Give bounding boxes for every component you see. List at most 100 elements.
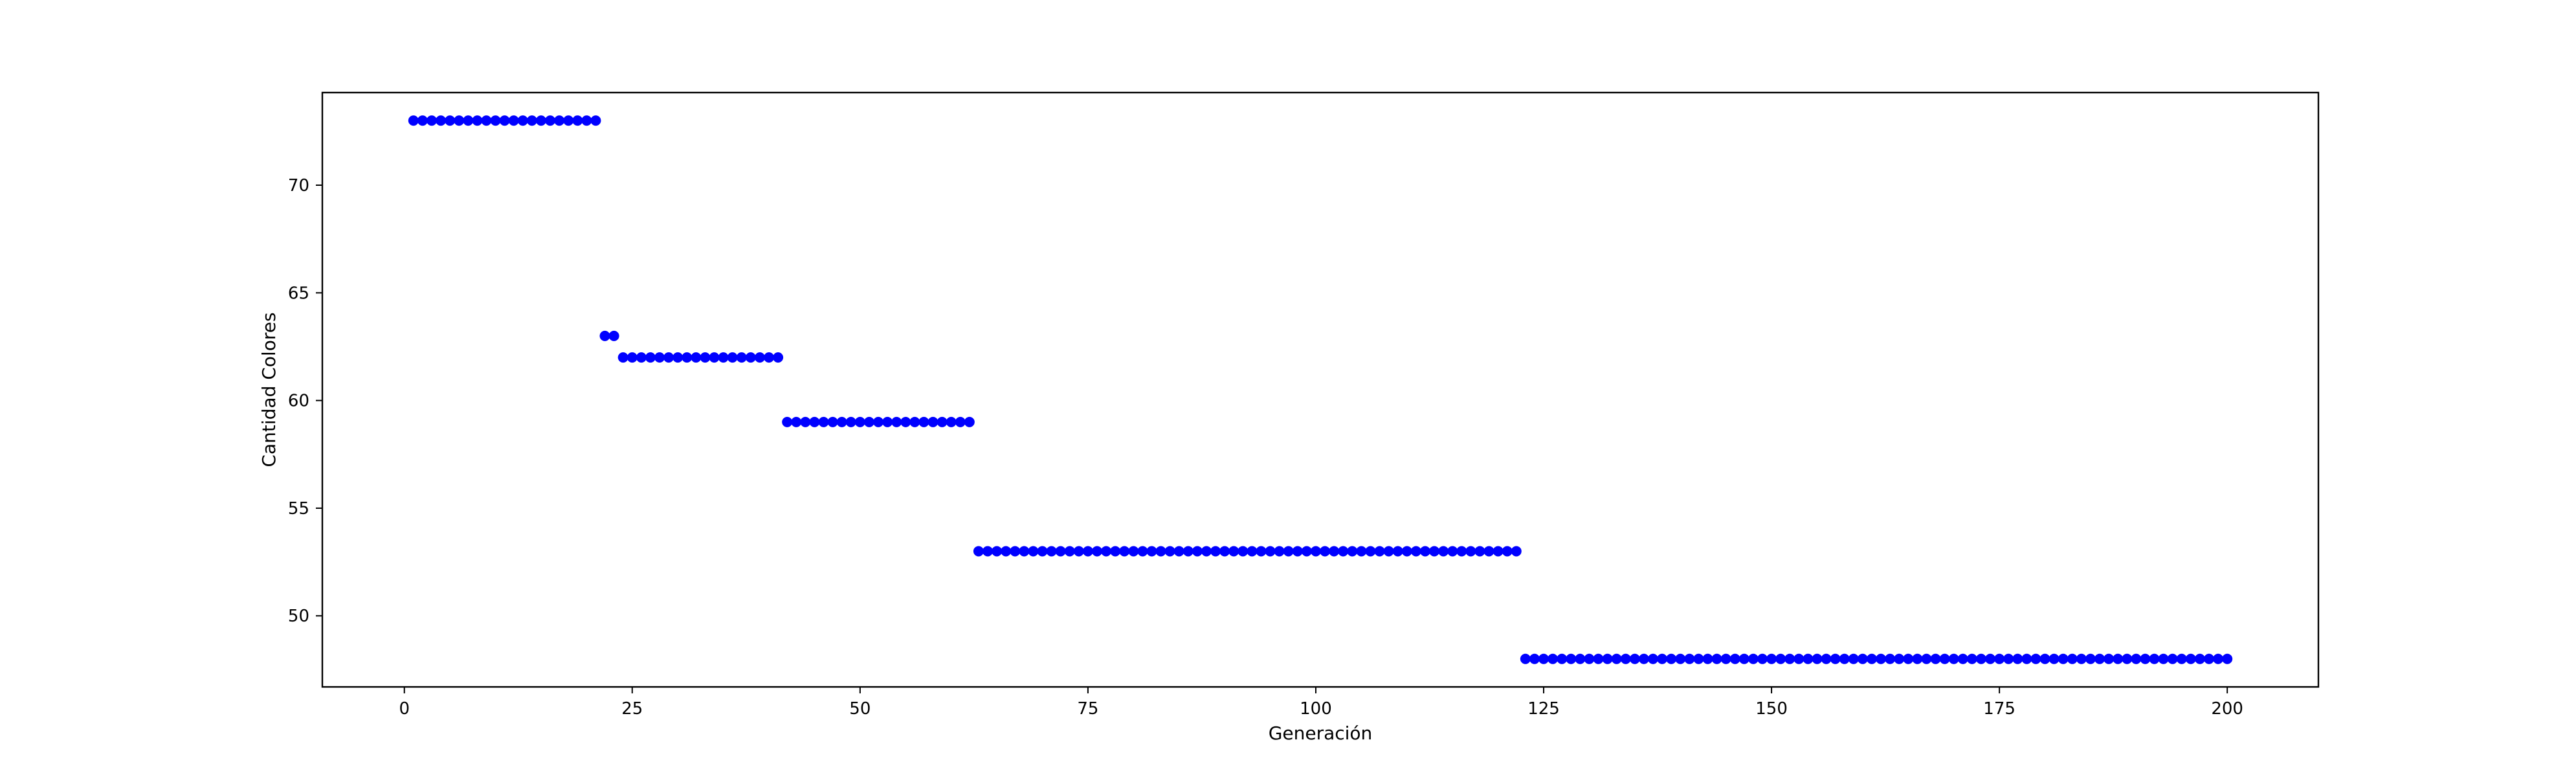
data-point	[1091, 546, 1102, 557]
data-point	[1146, 546, 1157, 557]
data-point	[2094, 653, 2105, 664]
data-point	[754, 352, 765, 363]
data-point	[2039, 653, 2050, 664]
data-point	[718, 352, 729, 363]
data-point	[1238, 546, 1249, 557]
data-point	[1994, 653, 2005, 664]
x-axis-ticks: 0 25 50 75 100 125 150 175 200	[399, 687, 2243, 719]
x-tick-label: 175	[1983, 699, 2015, 719]
x-axis-label: Generación	[1269, 723, 1373, 744]
data-point	[1548, 653, 1559, 664]
data-point	[1392, 546, 1403, 557]
data-point	[1648, 653, 1658, 664]
data-point	[1611, 653, 1622, 664]
data-point	[1975, 653, 1986, 664]
data-point	[1292, 546, 1303, 557]
data-point	[1738, 653, 1749, 664]
data-point	[745, 352, 756, 363]
y-tick-label: 50	[288, 607, 309, 626]
y-tick-label: 70	[288, 176, 309, 196]
data-point	[2122, 653, 2133, 664]
plot-frame	[321, 91, 2320, 688]
data-point	[1557, 653, 1568, 664]
data-point	[526, 115, 537, 126]
data-point	[1711, 653, 1722, 664]
data-point	[1520, 653, 1531, 664]
y-axis-label: Cantidad Colores	[258, 312, 280, 467]
data-point	[1274, 546, 1285, 557]
data-point	[1210, 546, 1221, 557]
data-point	[1629, 653, 1640, 664]
data-point	[1119, 546, 1130, 557]
data-point	[590, 115, 601, 126]
data-point	[1001, 546, 1012, 557]
data-point	[1584, 653, 1595, 664]
data-point	[736, 352, 747, 363]
data-point	[508, 115, 519, 126]
data-point	[1046, 546, 1057, 557]
data-point	[700, 352, 711, 363]
data-point	[535, 115, 546, 126]
data-point	[472, 115, 483, 126]
data-point	[1702, 653, 1713, 664]
x-tick-label: 75	[1077, 699, 1098, 719]
data-point	[1201, 546, 1212, 557]
x-tick-label: 100	[1300, 699, 1332, 719]
data-point	[992, 546, 1003, 557]
data-point	[927, 416, 938, 427]
data-point	[2030, 653, 2041, 664]
data-point	[2194, 653, 2205, 664]
data-point	[1010, 546, 1021, 557]
data-point	[918, 416, 929, 427]
data-point	[1192, 546, 1203, 557]
data-point	[1821, 653, 1832, 664]
data-point	[1374, 546, 1385, 557]
data-point	[955, 416, 966, 427]
data-point	[1383, 546, 1394, 557]
data-point	[1347, 546, 1358, 557]
data-point	[1110, 546, 1121, 557]
data-point	[2204, 653, 2215, 664]
data-point	[2158, 653, 2169, 664]
data-point	[1966, 653, 1977, 664]
data-point	[617, 352, 628, 363]
data-point	[2185, 653, 2196, 664]
data-point	[2049, 653, 2060, 664]
data-point	[636, 352, 647, 363]
data-point	[1985, 653, 1996, 664]
data-point	[1693, 653, 1704, 664]
data-point	[1401, 546, 1412, 557]
y-tick-label: 65	[288, 284, 309, 303]
data-point	[2167, 653, 2178, 664]
data-point	[1429, 546, 1440, 557]
y-tick-label: 60	[288, 392, 309, 411]
data-point	[1848, 653, 1859, 664]
data-point	[1320, 546, 1331, 557]
data-point	[791, 416, 802, 427]
data-point	[672, 352, 683, 363]
data-point	[517, 115, 528, 126]
data-point	[882, 416, 893, 427]
data-point	[1666, 653, 1677, 664]
data-point	[426, 115, 437, 126]
data-point	[964, 416, 975, 427]
data-point	[727, 352, 738, 363]
data-point	[782, 416, 793, 427]
x-tick-label: 50	[849, 699, 871, 719]
data-point	[1593, 653, 1604, 664]
data-point	[1365, 546, 1376, 557]
data-point	[827, 416, 838, 427]
data-point	[1538, 653, 1549, 664]
data-point	[937, 416, 948, 427]
data-point	[1885, 653, 1896, 664]
data-point	[1502, 546, 1513, 557]
data-point	[1957, 653, 1968, 664]
data-point	[545, 115, 556, 126]
data-point	[682, 352, 693, 363]
y-tick-label: 55	[288, 499, 309, 519]
data-point	[1265, 546, 1276, 557]
data-point	[2176, 653, 2187, 664]
data-point	[654, 352, 665, 363]
data-point	[1183, 546, 1194, 557]
